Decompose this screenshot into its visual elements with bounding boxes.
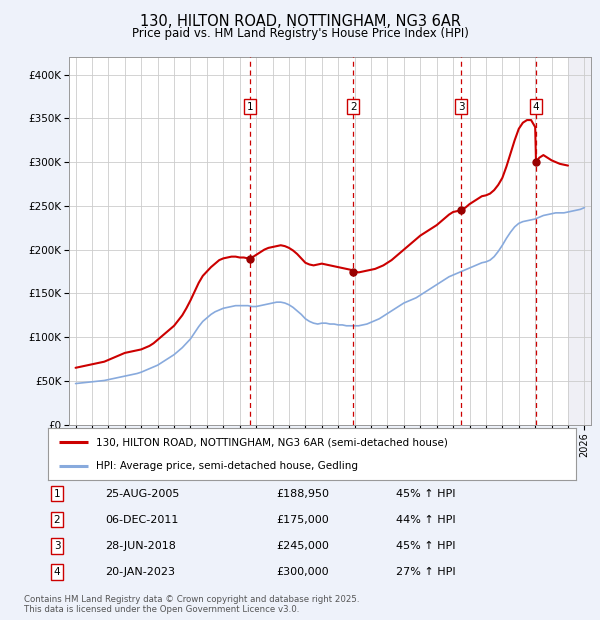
Text: 45% ↑ HPI: 45% ↑ HPI	[396, 489, 455, 498]
Text: 45% ↑ HPI: 45% ↑ HPI	[396, 541, 455, 551]
Text: £188,950: £188,950	[276, 489, 329, 498]
Text: £300,000: £300,000	[276, 567, 329, 577]
Text: £245,000: £245,000	[276, 541, 329, 551]
Text: 3: 3	[53, 541, 61, 551]
Text: 4: 4	[533, 102, 539, 112]
Text: 2: 2	[350, 102, 356, 112]
Text: 1: 1	[53, 489, 61, 498]
Text: Price paid vs. HM Land Registry's House Price Index (HPI): Price paid vs. HM Land Registry's House …	[131, 27, 469, 40]
Text: 3: 3	[458, 102, 464, 112]
Text: 44% ↑ HPI: 44% ↑ HPI	[396, 515, 455, 525]
Text: 25-AUG-2005: 25-AUG-2005	[105, 489, 179, 498]
Text: 130, HILTON ROAD, NOTTINGHAM, NG3 6AR (semi-detached house): 130, HILTON ROAD, NOTTINGHAM, NG3 6AR (s…	[95, 437, 448, 447]
Text: 1: 1	[247, 102, 254, 112]
Text: 20-JAN-2023: 20-JAN-2023	[105, 567, 175, 577]
Text: HPI: Average price, semi-detached house, Gedling: HPI: Average price, semi-detached house,…	[95, 461, 358, 471]
Text: £175,000: £175,000	[276, 515, 329, 525]
Text: 2: 2	[53, 515, 61, 525]
Text: 06-DEC-2011: 06-DEC-2011	[105, 515, 178, 525]
Bar	[568, 57, 600, 425]
Text: 130, HILTON ROAD, NOTTINGHAM, NG3 6AR: 130, HILTON ROAD, NOTTINGHAM, NG3 6AR	[139, 14, 461, 29]
Text: Contains HM Land Registry data © Crown copyright and database right 2025.: Contains HM Land Registry data © Crown c…	[24, 595, 359, 604]
Text: 28-JUN-2018: 28-JUN-2018	[105, 541, 176, 551]
Text: 4: 4	[53, 567, 61, 577]
Text: This data is licensed under the Open Government Licence v3.0.: This data is licensed under the Open Gov…	[24, 604, 299, 614]
Text: 27% ↑ HPI: 27% ↑ HPI	[396, 567, 455, 577]
